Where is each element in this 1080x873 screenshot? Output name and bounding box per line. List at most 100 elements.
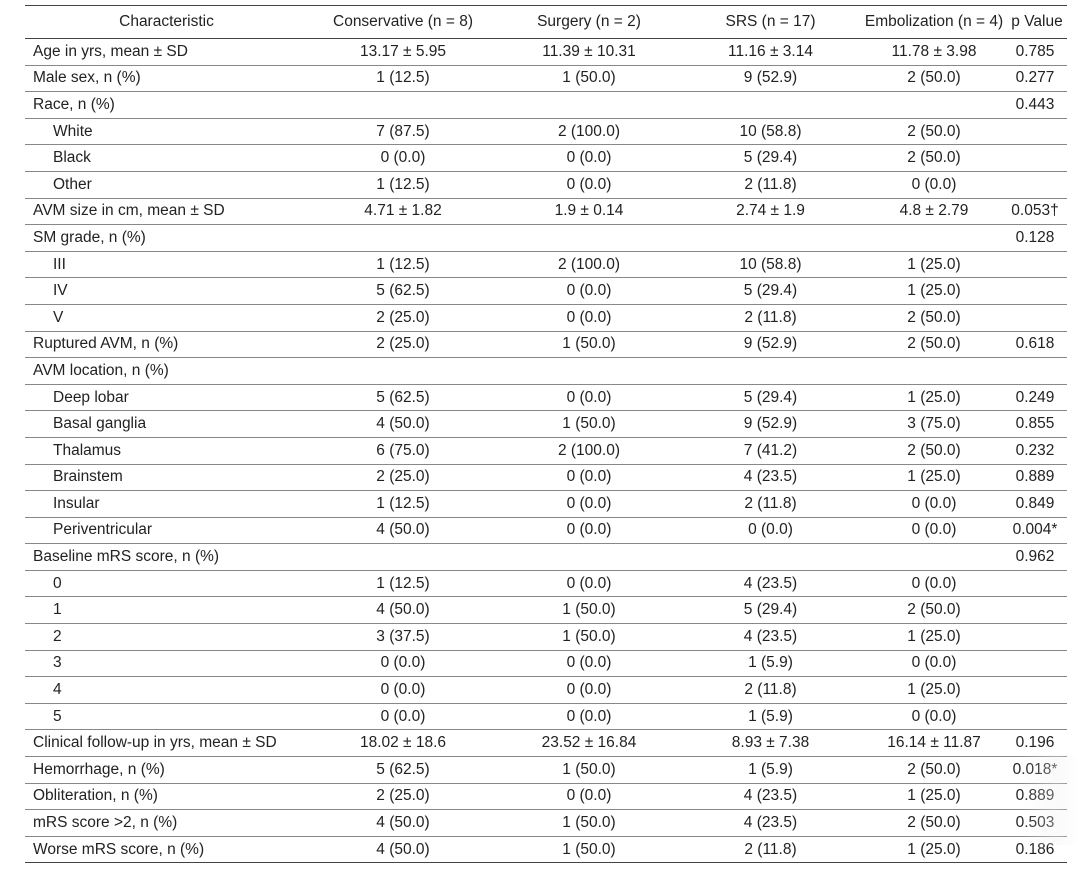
cell-p-value bbox=[1007, 250, 1067, 278]
row-sublabel: Basal ganglia bbox=[25, 410, 308, 438]
table-row: III 1 (12.5) 2 (100.0) 10 (58.8) 1 (25.0) bbox=[25, 250, 1067, 278]
cell-srs: 4 (23.5) bbox=[680, 569, 861, 597]
cell-embolization: 1 (25.0) bbox=[861, 277, 1007, 305]
cell-embolization bbox=[861, 543, 1007, 571]
cell-conservative: 1 (12.5) bbox=[308, 64, 498, 92]
cell-conservative: 5 (62.5) bbox=[308, 277, 498, 305]
cell-embolization: 1 (25.0) bbox=[861, 623, 1007, 651]
cell-embolization: 0 (0.0) bbox=[861, 569, 1007, 597]
cell-p-value: 0.249 bbox=[1007, 383, 1067, 411]
cell-surgery: 1 (50.0) bbox=[498, 835, 680, 864]
cell-p-value: 0.277 bbox=[1007, 64, 1067, 92]
cell-surgery: 1 (50.0) bbox=[498, 410, 680, 438]
cell-srs: 0 (0.0) bbox=[680, 516, 861, 544]
cell-srs: 7 (41.2) bbox=[680, 436, 861, 464]
cell-p-value: 0.196 bbox=[1007, 729, 1067, 757]
cell-p-value bbox=[1007, 649, 1067, 677]
cell-p-value bbox=[1007, 303, 1067, 332]
cell-conservative bbox=[308, 91, 498, 119]
cell-conservative: 0 (0.0) bbox=[308, 676, 498, 704]
cell-surgery: 1 (50.0) bbox=[498, 623, 680, 651]
cell-p-value bbox=[1007, 596, 1067, 624]
cell-conservative: 4 (50.0) bbox=[308, 410, 498, 438]
row-sublabel: III bbox=[25, 250, 308, 278]
cell-srs: 8.93 ± 7.38 bbox=[680, 729, 861, 757]
header-characteristic: Characteristic bbox=[25, 5, 308, 39]
cell-conservative: 7 (87.5) bbox=[308, 117, 498, 145]
table-row: Insular 1 (12.5) 0 (0.0) 2 (11.8) 0 (0.0) 0.8… bbox=[25, 490, 1067, 518]
cell-conservative: 1 (12.5) bbox=[308, 569, 498, 597]
cell-srs: 9 (52.9) bbox=[680, 330, 861, 358]
row-sublabel: Insular bbox=[25, 490, 308, 518]
cell-embolization: 0 (0.0) bbox=[861, 649, 1007, 677]
cell-conservative: 2 (25.0) bbox=[308, 782, 498, 810]
cell-srs: 2 (11.8) bbox=[680, 835, 861, 864]
cell-srs: 1 (5.9) bbox=[680, 702, 861, 730]
cell-conservative: 4.71 ± 1.82 bbox=[308, 197, 498, 225]
row-label: SM grade, n (%) bbox=[25, 224, 308, 252]
cell-srs: 5 (29.4) bbox=[680, 144, 861, 172]
cell-embolization: 11.78 ± 3.98 bbox=[861, 38, 1007, 66]
cell-srs: 4 (23.5) bbox=[680, 782, 861, 810]
cell-surgery: 1 (50.0) bbox=[498, 756, 680, 784]
cell-p-value: 0.186 bbox=[1007, 835, 1067, 864]
cell-srs: 10 (58.8) bbox=[680, 117, 861, 145]
row-label: Hemorrhage, n (%) bbox=[25, 756, 308, 784]
cell-conservative: 4 (50.0) bbox=[308, 835, 498, 864]
row-sublabel: 3 bbox=[25, 649, 308, 677]
table-header: Characteristic Conservative (n = 8) Surg… bbox=[25, 5, 1067, 39]
cell-srs: 9 (52.9) bbox=[680, 410, 861, 438]
cell-embolization: 16.14 ± 11.87 bbox=[861, 729, 1007, 757]
cell-srs: 5 (29.4) bbox=[680, 383, 861, 411]
cell-p-value: 0.618 bbox=[1007, 330, 1067, 358]
cell-p-value: 0.785 bbox=[1007, 38, 1067, 66]
table-row: IV 5 (62.5) 0 (0.0) 5 (29.4) 1 (25.0) bbox=[25, 277, 1067, 305]
row-label: Worse mRS score, n (%) bbox=[25, 835, 308, 864]
cell-surgery: 11.39 ± 10.31 bbox=[498, 38, 680, 66]
table-row: Obliteration, n (%) 2 (25.0) 0 (0.0) 4 (23.… bbox=[25, 782, 1067, 810]
cell-p-value bbox=[1007, 170, 1067, 199]
cell-srs: 2 (11.8) bbox=[680, 170, 861, 199]
row-label: Male sex, n (%) bbox=[25, 64, 308, 92]
cell-surgery: 23.52 ± 16.84 bbox=[498, 729, 680, 757]
cell-surgery: 2 (100.0) bbox=[498, 250, 680, 278]
cell-conservative bbox=[308, 543, 498, 571]
cell-surgery: 0 (0.0) bbox=[498, 144, 680, 172]
row-label: Baseline mRS score, n (%) bbox=[25, 543, 308, 571]
cell-surgery: 2 (100.0) bbox=[498, 117, 680, 145]
cell-surgery bbox=[498, 543, 680, 571]
table-row: Age in yrs, mean ± SD 13.17 ± 5.95 11.39 ±… bbox=[25, 38, 1067, 66]
cell-conservative: 2 (25.0) bbox=[308, 330, 498, 358]
cell-surgery: 0 (0.0) bbox=[498, 383, 680, 411]
cell-conservative: 5 (62.5) bbox=[308, 756, 498, 784]
row-sublabel: 2 bbox=[25, 623, 308, 651]
cell-p-value bbox=[1007, 676, 1067, 704]
table-row: Race, n (%) 0.443 bbox=[25, 91, 1067, 119]
cell-p-value bbox=[1007, 357, 1067, 385]
cell-surgery: 0 (0.0) bbox=[498, 702, 680, 730]
row-sublabel: Periventricular bbox=[25, 516, 308, 544]
cell-conservative: 0 (0.0) bbox=[308, 649, 498, 677]
table-row: Periventricular 4 (50.0) 0 (0.0) 0 (0.0) 0 (… bbox=[25, 516, 1067, 544]
header-row: Characteristic Conservative (n = 8) Surg… bbox=[25, 5, 1067, 39]
cell-embolization bbox=[861, 357, 1007, 385]
cell-surgery: 0 (0.0) bbox=[498, 277, 680, 305]
cell-embolization: 1 (25.0) bbox=[861, 383, 1007, 411]
cell-conservative: 0 (0.0) bbox=[308, 702, 498, 730]
cell-srs bbox=[680, 357, 861, 385]
cell-surgery: 0 (0.0) bbox=[498, 303, 680, 332]
cell-conservative: 13.17 ± 5.95 bbox=[308, 38, 498, 66]
cell-embolization bbox=[861, 224, 1007, 252]
table-row: Deep lobar 5 (62.5) 0 (0.0) 5 (29.4) 1 (25.0… bbox=[25, 383, 1067, 411]
row-sublabel: Deep lobar bbox=[25, 383, 308, 411]
table-row: Hemorrhage, n (%) 5 (62.5) 1 (50.0) 1 (5.9)… bbox=[25, 756, 1067, 784]
cell-surgery: 0 (0.0) bbox=[498, 676, 680, 704]
cell-embolization: 1 (25.0) bbox=[861, 782, 1007, 810]
cell-conservative: 4 (50.0) bbox=[308, 596, 498, 624]
cell-srs bbox=[680, 543, 861, 571]
cell-srs bbox=[680, 224, 861, 252]
